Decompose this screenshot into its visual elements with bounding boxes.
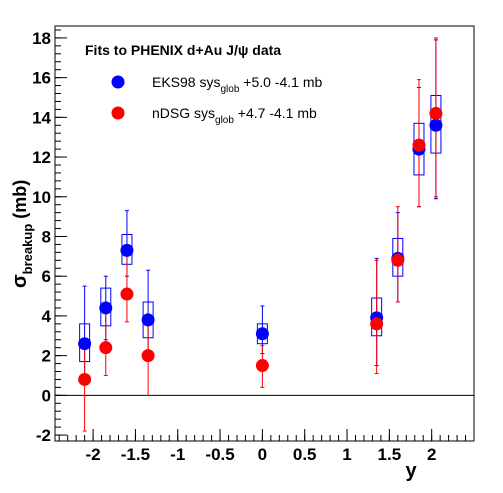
plot-frame-group: [54, 25, 475, 442]
x-tick-label: 0.5: [293, 445, 317, 464]
data-point-ndsg: [391, 253, 405, 267]
data-point-ndsg: [429, 106, 443, 120]
data-point-eks98: [429, 118, 443, 132]
y-tick-label: 8: [42, 227, 51, 246]
data-point-eks98: [255, 327, 269, 341]
chart-title: Fits to PHENIX d+Au J/ψ data: [85, 42, 281, 58]
data-point-ndsg: [412, 138, 426, 152]
x-tick-label: 0: [258, 445, 267, 464]
legend-marker-eks98: [111, 75, 125, 89]
y-tick-label: 2: [42, 347, 51, 366]
x-tick-label: -0.5: [205, 445, 234, 464]
x-tick-label: 2: [427, 445, 436, 464]
y-tick-label: 4: [42, 307, 52, 326]
y-tick-label: -2: [36, 426, 51, 445]
systematic-boxes: [79, 94, 442, 363]
legend-label-ndsg: nDSG sysglob +4.7 -4.1 mb: [152, 105, 317, 126]
y-tick-label: 18: [32, 29, 51, 48]
data-point-ndsg: [255, 359, 269, 373]
x-tick-label: -2: [86, 445, 101, 464]
data-point-ndsg: [370, 317, 384, 331]
data-point-ndsg: [78, 372, 92, 386]
x-axis-title: y: [405, 460, 417, 482]
data-points: [78, 106, 443, 386]
data-point-ndsg: [141, 349, 155, 363]
y-tick-label: 6: [42, 267, 51, 286]
legend: EKS98 sysglob +5.0 -4.1 mb nDSG sysglob …: [111, 74, 322, 126]
error-bars: [82, 37, 438, 432]
y-tick-label: 10: [32, 188, 51, 207]
data-point-ndsg: [99, 341, 113, 355]
legend-label-eks98: EKS98 sysglob +5.0 -4.1 mb: [152, 74, 322, 95]
plot-frame: [54, 25, 475, 442]
y-tick-label: 14: [32, 108, 51, 127]
x-tick-label: -1.5: [121, 445, 150, 464]
x-tick-label: 1.5: [378, 445, 402, 464]
data-point-eks98: [120, 243, 134, 257]
data-point-eks98: [78, 337, 92, 351]
y-tick-label: 0: [42, 386, 51, 405]
data-point-ndsg: [120, 287, 134, 301]
x-tick-label: 1: [342, 445, 351, 464]
data-point-eks98: [99, 301, 113, 315]
axis-ticks: -2 0 2 4 6 8 10 12 14 16 18 -2 -1.5 -1 -0.5 0 0.5 1 1.5 2: [32, 29, 467, 464]
y-axis-title: σbreakup(mb): [9, 180, 35, 288]
y-tick-label: 16: [32, 69, 51, 88]
y-tick-label: 12: [32, 148, 51, 167]
x-tick-label: -1: [170, 445, 185, 464]
data-point-eks98: [141, 313, 155, 327]
legend-marker-ndsg: [111, 106, 125, 120]
